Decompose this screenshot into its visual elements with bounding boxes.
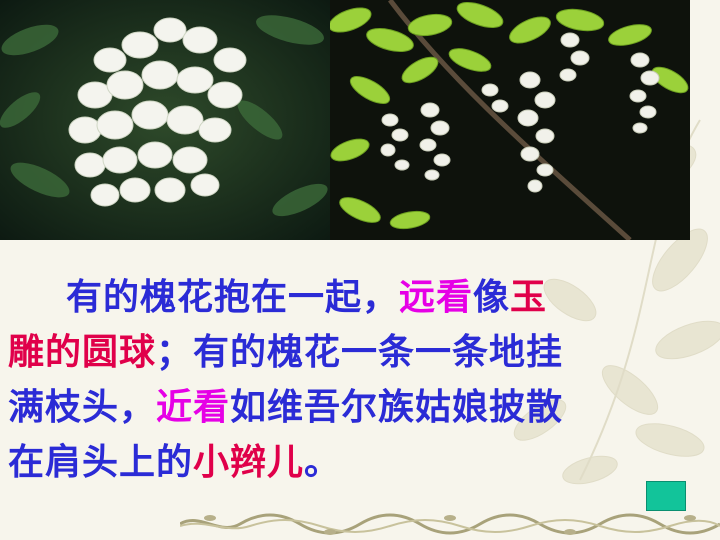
text-segment: ；有的槐花一条一条地挂 [156,332,564,373]
locust-flower-photo-right [330,0,690,240]
highlight-yuankan: 远看 [399,277,474,318]
highlight-yu: 玉 [510,277,548,318]
text-line-1: 有的槐花抱在一起，远看像玉 [8,270,678,325]
leaf-background-decoration [513,119,720,485]
text-segment: 。 [304,442,342,483]
text-segment: 有的槐花抱在一起， [66,277,400,318]
text-line-3: 满枝头，近看如维吾尔族姑娘披散 [8,380,678,435]
text-segment: 像 [473,277,511,318]
highlight-jinkan: 近看 [156,387,231,428]
text-segment: 如维吾尔族姑娘披散 [230,387,564,428]
text-line-4: 在肩头上的小辫儿。 [8,435,678,490]
highlight-diao-de-yuanqiu: 雕的圆球 [8,332,157,373]
slide-body-text: 有的槐花抱在一起，远看像玉 雕的圆球；有的槐花一条一条地挂 满枝头，近看如维吾尔… [8,270,678,490]
text-line-2: 雕的圆球；有的槐花一条一条地挂 [8,325,678,380]
highlight-xiaobianer: 小辫儿 [193,442,305,483]
text-segment: 在肩头上的 [8,442,194,483]
text-segment: 满枝头， [8,387,157,428]
locust-flower-photo-left [0,0,330,240]
next-slide-button[interactable] [646,481,686,511]
vine-divider-decoration [180,513,720,535]
